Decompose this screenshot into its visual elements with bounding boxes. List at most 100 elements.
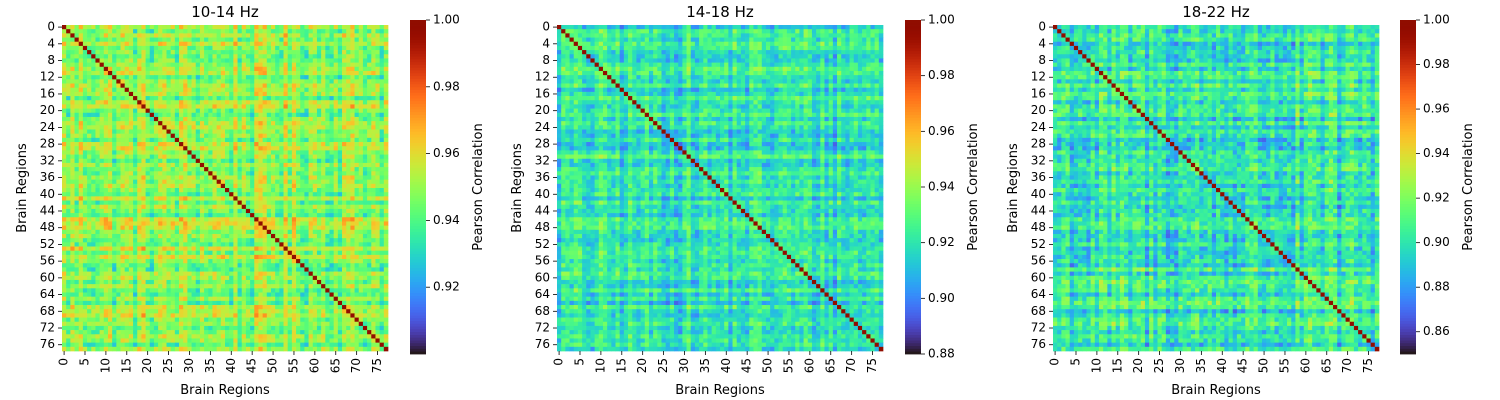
- heatmap-cell: [275, 179, 280, 185]
- heatmap-cell: [87, 196, 92, 201]
- heatmap-cell: [78, 154, 84, 160]
- heatmap-cell: [329, 192, 335, 197]
- heatmap-cell: [321, 54, 326, 59]
- heatmap-cell: [103, 70, 109, 76]
- heatmap-cell: [187, 62, 192, 68]
- heatmap-cell: [87, 171, 92, 176]
- heatmap-cell: [174, 50, 180, 55]
- heatmap-cell: [312, 158, 318, 164]
- heatmap-cell: [141, 183, 146, 189]
- heatmap-cell: [74, 288, 80, 293]
- heatmap-cell: [166, 83, 172, 89]
- heatmap-cell: [304, 263, 309, 268]
- heatmap-cell: [354, 279, 360, 285]
- heatmap-cell: [212, 225, 217, 231]
- heatmap-cell: [325, 79, 330, 84]
- heatmap-cell: [379, 259, 385, 264]
- heatmap-cell: [174, 284, 180, 289]
- heatmap-cell: [241, 213, 247, 218]
- heatmap-cell: [112, 200, 117, 206]
- heatmap-cell: [291, 83, 297, 89]
- heatmap-cell: [371, 225, 376, 231]
- heatmap-cell: [124, 154, 130, 160]
- heatmap-cell: [137, 204, 142, 210]
- heatmap-cell: [74, 267, 80, 272]
- heatmap-cell: [367, 183, 372, 189]
- heatmap-cell: [321, 213, 326, 218]
- heatmap-cell: [308, 96, 314, 101]
- heatmap-cell: [304, 196, 309, 201]
- heatmap-cell: [325, 284, 330, 289]
- heatmap-cell: [187, 225, 192, 231]
- heatmap-cell: [87, 66, 92, 72]
- heatmap-cell: [174, 87, 180, 93]
- heatmap-cell: [233, 196, 238, 201]
- heatmap-cell: [153, 45, 159, 51]
- heatmap-cell: [229, 217, 234, 222]
- heatmap-cell: [287, 50, 293, 55]
- heatmap-cell: [216, 233, 222, 239]
- heatmap-cell: [87, 150, 92, 155]
- heatmap-cell: [304, 108, 309, 114]
- heatmap-cell: [279, 142, 284, 147]
- heatmap-cell: [300, 213, 305, 218]
- heatmap-cell: [87, 208, 92, 214]
- heatmap-cell: [258, 267, 263, 272]
- heatmap-cell: [82, 192, 88, 197]
- heatmap-cell: [103, 171, 109, 176]
- heatmap-cell: [187, 284, 192, 289]
- heatmap-cell: [371, 259, 376, 264]
- heatmap-cell: [191, 137, 197, 143]
- heatmap-cell: [354, 196, 360, 201]
- heatmap-cell: [158, 275, 163, 281]
- heatmap-cell: [70, 125, 75, 130]
- heatmap-cell: [220, 162, 226, 168]
- heatmap-cell: [74, 58, 80, 63]
- heatmap-cell: [358, 200, 364, 206]
- heatmap-cell: [74, 62, 80, 68]
- heatmap-cell: [158, 271, 163, 277]
- heatmap-cell: [346, 225, 351, 231]
- heatmap-cell: [241, 183, 247, 189]
- heatmap-cell: [208, 125, 213, 130]
- heatmap-cell: [304, 137, 309, 143]
- heatmap-cell: [291, 37, 297, 43]
- heatmap-cell: [258, 171, 263, 176]
- heatmap-cell: [333, 116, 339, 122]
- heatmap-cell: [141, 200, 146, 206]
- heatmap-cell: [291, 116, 297, 122]
- heatmap-cell: [300, 288, 305, 293]
- heatmap-cell: [162, 87, 167, 93]
- heatmap-cell: [287, 238, 293, 243]
- heatmap-cell: [333, 238, 339, 243]
- heatmap-cell: [383, 263, 389, 268]
- heatmap-cell: [158, 91, 163, 97]
- heatmap-cell: [195, 171, 201, 176]
- heatmap-cell: [245, 116, 251, 122]
- heatmap-cell: [245, 50, 251, 55]
- heatmap-cell: [107, 284, 113, 289]
- heatmap-cell: [87, 137, 92, 143]
- heatmap-cell: [325, 162, 330, 168]
- heatmap-cell: [66, 75, 71, 80]
- heatmap-cell: [379, 254, 385, 260]
- heatmap-cell: [66, 25, 71, 30]
- heatmap-cell: [158, 58, 163, 63]
- heatmap-cell: [120, 179, 126, 185]
- heatmap-cell: [346, 271, 351, 277]
- heatmap-cell: [220, 204, 226, 210]
- heatmap-cell: [62, 154, 67, 160]
- heatmap-cell: [174, 250, 180, 256]
- heatmap-cell: [212, 196, 217, 201]
- heatmap-cell: [342, 112, 347, 118]
- heatmap-cell: [383, 45, 389, 51]
- heatmap-cell: [91, 221, 96, 226]
- heatmap-cell: [133, 208, 138, 214]
- heatmap-cell: [312, 45, 318, 51]
- heatmap-cell: [371, 96, 376, 101]
- heatmap-cell: [358, 45, 364, 51]
- heatmap-cell: [270, 142, 276, 147]
- heatmap-cell: [383, 158, 389, 164]
- heatmap-cell: [174, 41, 180, 47]
- heatmap-cell: [275, 137, 280, 143]
